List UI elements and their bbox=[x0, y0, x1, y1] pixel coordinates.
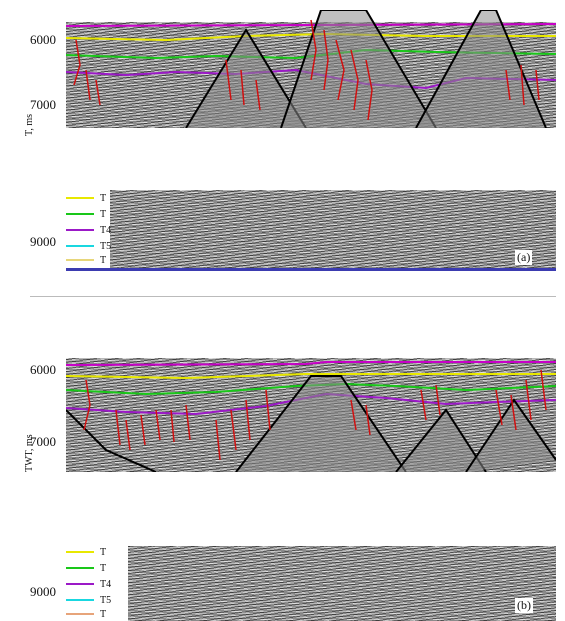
axis-label-b: TWT, ms bbox=[24, 434, 35, 472]
legend-swatch bbox=[66, 583, 94, 585]
tick-7000-b: 7000 bbox=[30, 434, 56, 449]
legend-swatch bbox=[66, 229, 94, 231]
tick-7000-a: 7000 bbox=[30, 97, 56, 112]
tick-6000-a: 6000 bbox=[30, 32, 56, 47]
legend-item-b-2: T bbox=[66, 561, 106, 575]
legend-label: T5 bbox=[100, 240, 112, 252]
tick-6000-b: 6000 bbox=[30, 362, 56, 377]
horizon-overlay-a bbox=[66, 10, 556, 128]
legend-swatch bbox=[66, 599, 94, 601]
legend-label: T bbox=[100, 608, 107, 620]
legend-item-a-3: T4 bbox=[66, 223, 111, 237]
seismic-panel-b: 6000 7000 TWT, ms T T T4 T5 T 9000 (b) bbox=[0, 340, 565, 621]
legend-item-b-1: T bbox=[66, 545, 106, 559]
bottom-bar-a bbox=[66, 268, 556, 271]
legend-label: T bbox=[100, 208, 107, 220]
legend-label: T bbox=[100, 254, 107, 266]
legend-label: T bbox=[100, 562, 107, 574]
seismic-panel-a: 6000 7000 T, ms T T T4 T5 T 9000 (a) bbox=[0, 0, 565, 300]
seismic-section-a-lower bbox=[110, 190, 556, 270]
baseline-a bbox=[30, 296, 556, 297]
legend-label: T bbox=[100, 546, 107, 558]
legend-item-a-4: T5 bbox=[66, 239, 111, 253]
panel-tag-a: (a) bbox=[515, 250, 533, 265]
legend-swatch bbox=[66, 551, 94, 553]
legend-swatch bbox=[66, 567, 94, 569]
legend-item-a-2: T bbox=[66, 207, 106, 221]
legend-swatch bbox=[66, 259, 94, 261]
legend-item-a-1: T bbox=[66, 191, 106, 205]
legend-item-a-5: T bbox=[66, 253, 106, 267]
legend-swatch bbox=[66, 197, 94, 199]
legend-label: T bbox=[100, 192, 107, 204]
tick-9000-b: 9000 bbox=[30, 584, 56, 599]
tick-9000-a: 9000 bbox=[30, 234, 56, 249]
axis-label-a: T, ms bbox=[24, 113, 35, 136]
legend-swatch bbox=[66, 213, 94, 215]
legend-item-b-5: T bbox=[66, 607, 106, 621]
horizon-overlay-b bbox=[66, 350, 556, 472]
seismic-section-b-upper bbox=[66, 350, 556, 472]
legend-label: T5 bbox=[100, 594, 112, 606]
legend-label: T4 bbox=[100, 578, 112, 590]
panel-tag-b: (b) bbox=[515, 598, 533, 613]
seismic-section-b-lower bbox=[128, 546, 556, 621]
legend-item-b-3: T4 bbox=[66, 577, 111, 591]
legend-item-b-4: T5 bbox=[66, 593, 111, 607]
legend-swatch bbox=[66, 245, 94, 247]
legend-label: T4 bbox=[100, 224, 112, 236]
seismic-section-a-upper bbox=[66, 10, 556, 128]
legend-swatch bbox=[66, 613, 94, 615]
